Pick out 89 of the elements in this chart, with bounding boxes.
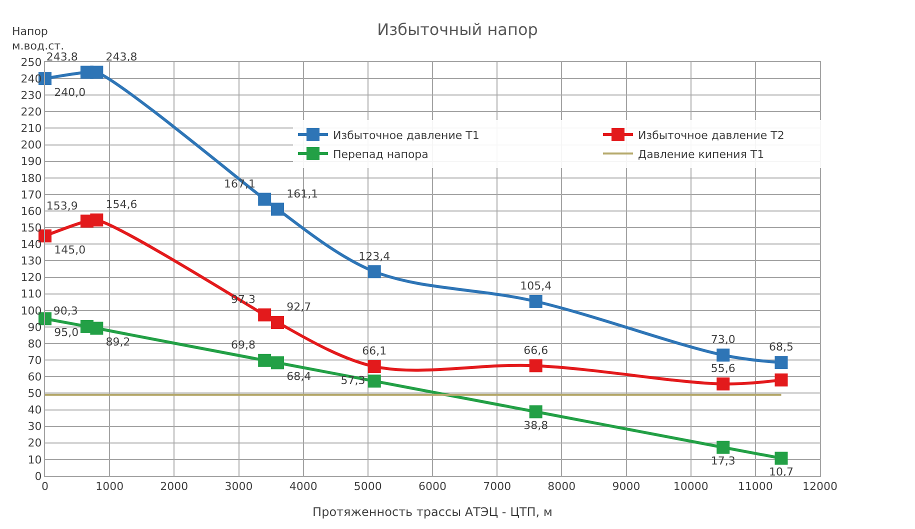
data-label: 66,1 [362, 344, 387, 358]
point [529, 359, 542, 372]
x-tick-label: 3000 [224, 480, 253, 494]
data-label: 90,3 [53, 304, 78, 318]
data-label: 243,8 [46, 50, 78, 64]
x-tick-label: 10000 [673, 480, 708, 494]
legend-label: Давление кипения Т1 [638, 148, 764, 161]
x-axis-title: Протяженность трассы АТЭЦ - ЦТП, м [312, 505, 552, 520]
data-label: 55,6 [710, 362, 736, 376]
data-label: 57,3 [340, 374, 366, 387]
point [90, 213, 104, 226]
y-tick-label: 160 [20, 204, 42, 218]
data-label: 66,6 [524, 344, 548, 357]
y-axis-title: Напор м.вод.ст. [12, 25, 64, 52]
data-label: 68,4 [286, 370, 312, 384]
point [271, 202, 284, 216]
data-label: 123,4 [358, 250, 390, 263]
legend-label: Перепад напора [333, 148, 428, 161]
y-tick-label: 0 [34, 470, 42, 483]
x-tick-label: 12000 [802, 480, 838, 494]
point [258, 192, 272, 206]
y-tick-label: 30 [28, 420, 42, 434]
point [716, 440, 730, 454]
point [90, 66, 104, 79]
point [716, 377, 730, 390]
x-tick-label: 2000 [160, 480, 188, 494]
y-tick-label: 170 [20, 188, 42, 202]
y-tick-label: 210 [20, 122, 42, 136]
data-label: 161,1 [286, 187, 318, 200]
y-tick-label: 40 [28, 404, 42, 417]
data-label: 68,5 [769, 340, 794, 354]
y-tick-label: 60 [28, 370, 42, 384]
x-tick-label: 4000 [289, 480, 318, 494]
data-label: 17,3 [710, 454, 736, 468]
y-tick-label: 190 [20, 155, 42, 168]
x-tick-label: 11000 [738, 480, 773, 494]
x-tick-label: 1000 [96, 480, 124, 494]
data-label: 154,6 [106, 198, 138, 212]
x-tick-label: 8000 [548, 480, 576, 494]
data-label: 73,0 [710, 333, 736, 346]
point [774, 373, 788, 386]
x-tick-label: 6000 [418, 480, 446, 494]
point [368, 374, 381, 388]
y-tick-label: 80 [28, 337, 42, 350]
point [258, 354, 272, 367]
legend-label: Избыточное давление Т2 [638, 128, 784, 142]
x-tick-label: 9000 [612, 480, 640, 494]
point [774, 356, 788, 370]
y-tick-label: 120 [20, 271, 42, 284]
legend-label: Избыточное давление Т1 [333, 128, 480, 142]
point [90, 322, 104, 335]
y-tick-label: 130 [20, 254, 42, 268]
y-tick-label: 220 [20, 106, 42, 119]
data-label: 69,8 [230, 338, 256, 352]
chart-title: Избыточный напор [377, 20, 538, 40]
data-label: 89,2 [106, 336, 130, 349]
point [716, 348, 730, 362]
point [271, 316, 284, 329]
y-tick-label: 250 [20, 56, 42, 69]
data-label: 243,8 [106, 50, 138, 64]
y-tick-label: 230 [20, 88, 42, 102]
y-tick-label: 110 [20, 288, 42, 301]
data-label: 38,8 [524, 419, 548, 432]
point [258, 308, 272, 322]
point [271, 356, 284, 370]
data-label: 95,0 [54, 326, 79, 340]
y-tick-label: 100 [20, 304, 42, 318]
data-label: 105,4 [520, 280, 552, 293]
y-tick-label: 70 [28, 354, 42, 367]
data-label: 145,0 [54, 243, 86, 256]
point [774, 452, 788, 465]
y-tick-label: 20 [28, 436, 42, 450]
y-tick-label: 10 [28, 453, 42, 466]
y-tick-label: 200 [20, 138, 42, 152]
data-label: 153,9 [46, 199, 78, 212]
y-tick-label: 150 [20, 221, 42, 234]
y-tick-label: 180 [20, 172, 42, 185]
point [368, 265, 381, 278]
y-tick-label: 140 [20, 238, 42, 252]
x-tick-label: 7000 [483, 480, 512, 494]
data-label: 10,7 [769, 466, 794, 479]
data-label: 92,7 [286, 300, 312, 314]
point [368, 360, 381, 374]
point [529, 294, 542, 308]
point [529, 405, 542, 418]
data-label: 240,0 [54, 86, 86, 99]
y-tick-label: 50 [28, 387, 42, 400]
y-tick-label: 90 [28, 320, 42, 334]
x-tick-label: 5000 [354, 480, 382, 494]
